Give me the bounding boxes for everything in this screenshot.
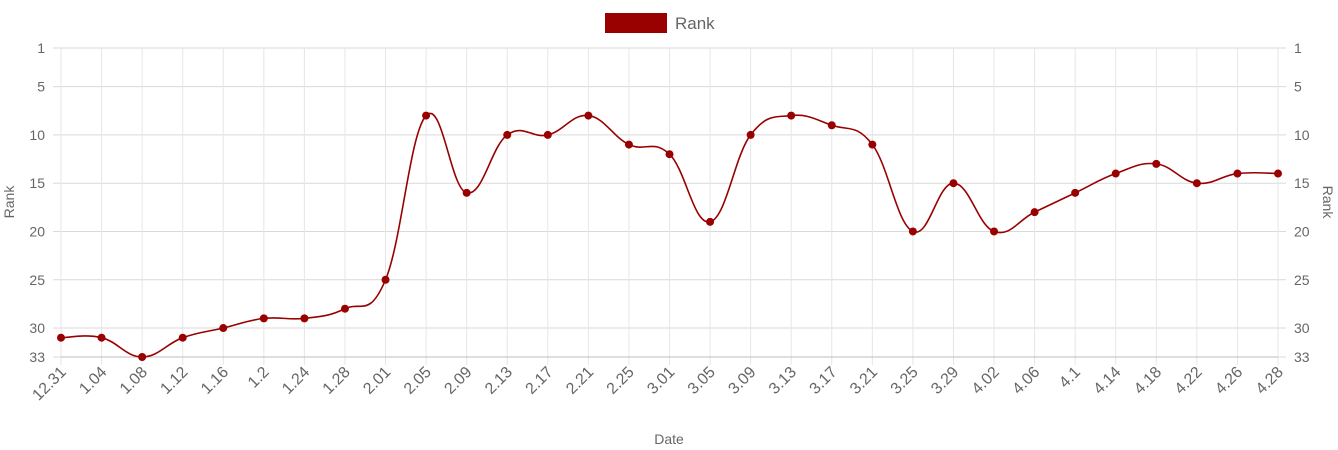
x-tick-label-21: 3.25 <box>888 364 922 398</box>
y-tick-label-right-1: 5 <box>1294 79 1302 95</box>
data-point-3[interactable] <box>178 333 187 342</box>
data-point-7[interactable] <box>340 304 349 313</box>
x-tick-label-10: 2.09 <box>441 364 475 398</box>
x-tick-label-23: 4.02 <box>969 364 1003 398</box>
y-axis-title-right: Rank <box>1320 186 1336 220</box>
x-tick-label-22: 3.29 <box>928 364 962 398</box>
x-tick-label-18: 3.13 <box>766 364 800 398</box>
y-axis-title-left: Rank <box>1 185 17 219</box>
y-tick-label-left-1: 5 <box>37 79 45 95</box>
data-point-18[interactable] <box>787 111 796 120</box>
x-tick-label-7: 1.28 <box>320 364 354 398</box>
legend[interactable]: Rank <box>605 13 715 33</box>
y-tick-label-right-4: 20 <box>1294 223 1310 239</box>
x-tick-label-13: 2.21 <box>563 364 597 398</box>
x-tick-label-14: 2.25 <box>604 364 638 398</box>
x-tick-label-26: 4.14 <box>1091 364 1125 398</box>
y-tick-label-right-6: 30 <box>1294 320 1310 336</box>
y-tick-label-left-4: 20 <box>29 223 45 239</box>
data-point-1[interactable] <box>97 333 106 342</box>
data-point-13[interactable] <box>584 111 593 120</box>
x-axis-title: Date <box>654 431 684 447</box>
x-tick-label-4: 1.16 <box>198 364 232 398</box>
data-point-24[interactable] <box>1030 208 1039 217</box>
data-point-26[interactable] <box>1111 169 1120 178</box>
x-tick-label-11: 2.13 <box>482 364 516 398</box>
x-tick-label-9: 2.05 <box>401 364 435 398</box>
x-tick-label-1: 1.04 <box>76 364 110 398</box>
x-tick-label-30: 4.28 <box>1253 364 1287 398</box>
data-point-8[interactable] <box>381 275 390 284</box>
legend-label[interactable]: Rank <box>675 14 715 33</box>
y-tick-label-left-3: 15 <box>29 175 45 191</box>
y-tick-label-left-0: 1 <box>37 40 45 56</box>
x-tick-label-6: 1.24 <box>279 364 313 398</box>
data-point-16[interactable] <box>706 217 715 226</box>
data-point-19[interactable] <box>827 121 836 130</box>
data-point-0[interactable] <box>57 333 65 342</box>
x-axis: 12.31 1.04 1.08 1.12 1.16 1.2 1.24 1.28 2.01 2.05… <box>29 364 1286 404</box>
data-point-20[interactable] <box>868 140 877 149</box>
y-tick-label-right-2: 10 <box>1294 127 1310 143</box>
x-tick-label-29: 4.26 <box>1212 364 1246 398</box>
data-point-22[interactable] <box>949 179 958 188</box>
x-tick-label-28: 4.22 <box>1172 364 1206 398</box>
x-tick-label-0: 12.31 <box>29 364 69 404</box>
data-point-27[interactable] <box>1152 159 1161 168</box>
y-tick-label-right-7: 33 <box>1294 349 1310 365</box>
data-point-12[interactable] <box>543 130 552 139</box>
data-point-25[interactable] <box>1071 188 1080 197</box>
y-tick-label-right-3: 15 <box>1294 175 1310 191</box>
y-tick-label-left-5: 25 <box>29 272 45 288</box>
y-tick-label-right-5: 25 <box>1294 272 1310 288</box>
x-tick-label-15: 3.01 <box>644 364 678 398</box>
x-tick-label-20: 3.21 <box>847 364 881 398</box>
x-tick-label-27: 4.18 <box>1131 364 1165 398</box>
data-point-23[interactable] <box>990 227 999 236</box>
data-point-29[interactable] <box>1233 169 1242 178</box>
x-tick-label-19: 3.17 <box>807 364 841 398</box>
data-point-2[interactable] <box>138 353 147 361</box>
data-point-15[interactable] <box>665 150 674 159</box>
x-tick-label-3: 1.12 <box>157 364 191 398</box>
y-tick-label-left-7: 33 <box>29 349 45 365</box>
data-point-10[interactable] <box>462 188 471 197</box>
y-tick-label-left-6: 30 <box>29 320 45 336</box>
y-tick-label-right-0: 1 <box>1294 40 1302 56</box>
legend-swatch[interactable] <box>605 13 667 33</box>
data-point-14[interactable] <box>624 140 633 149</box>
data-point-9[interactable] <box>422 111 431 120</box>
grid-lines <box>53 47 1286 365</box>
x-tick-label-25: 4.1 <box>1056 364 1084 392</box>
x-tick-label-16: 3.05 <box>685 364 719 398</box>
data-point-5[interactable] <box>259 314 268 323</box>
data-point-30[interactable] <box>1274 169 1282 178</box>
x-tick-label-5: 1.2 <box>245 364 273 392</box>
data-point-6[interactable] <box>300 314 309 323</box>
y-tick-label-left-2: 10 <box>29 127 45 143</box>
data-point-21[interactable] <box>908 227 917 236</box>
data-point-17[interactable] <box>746 130 755 139</box>
rank-series-points <box>57 111 1282 361</box>
x-tick-label-8: 2.01 <box>360 364 394 398</box>
x-tick-label-17: 3.09 <box>725 364 759 398</box>
x-tick-label-12: 2.17 <box>523 364 557 398</box>
data-point-4[interactable] <box>219 324 228 333</box>
data-point-28[interactable] <box>1192 179 1201 188</box>
data-point-11[interactable] <box>503 130 512 139</box>
x-tick-label-24: 4.06 <box>1009 364 1043 398</box>
x-tick-label-2: 1.08 <box>117 364 151 398</box>
